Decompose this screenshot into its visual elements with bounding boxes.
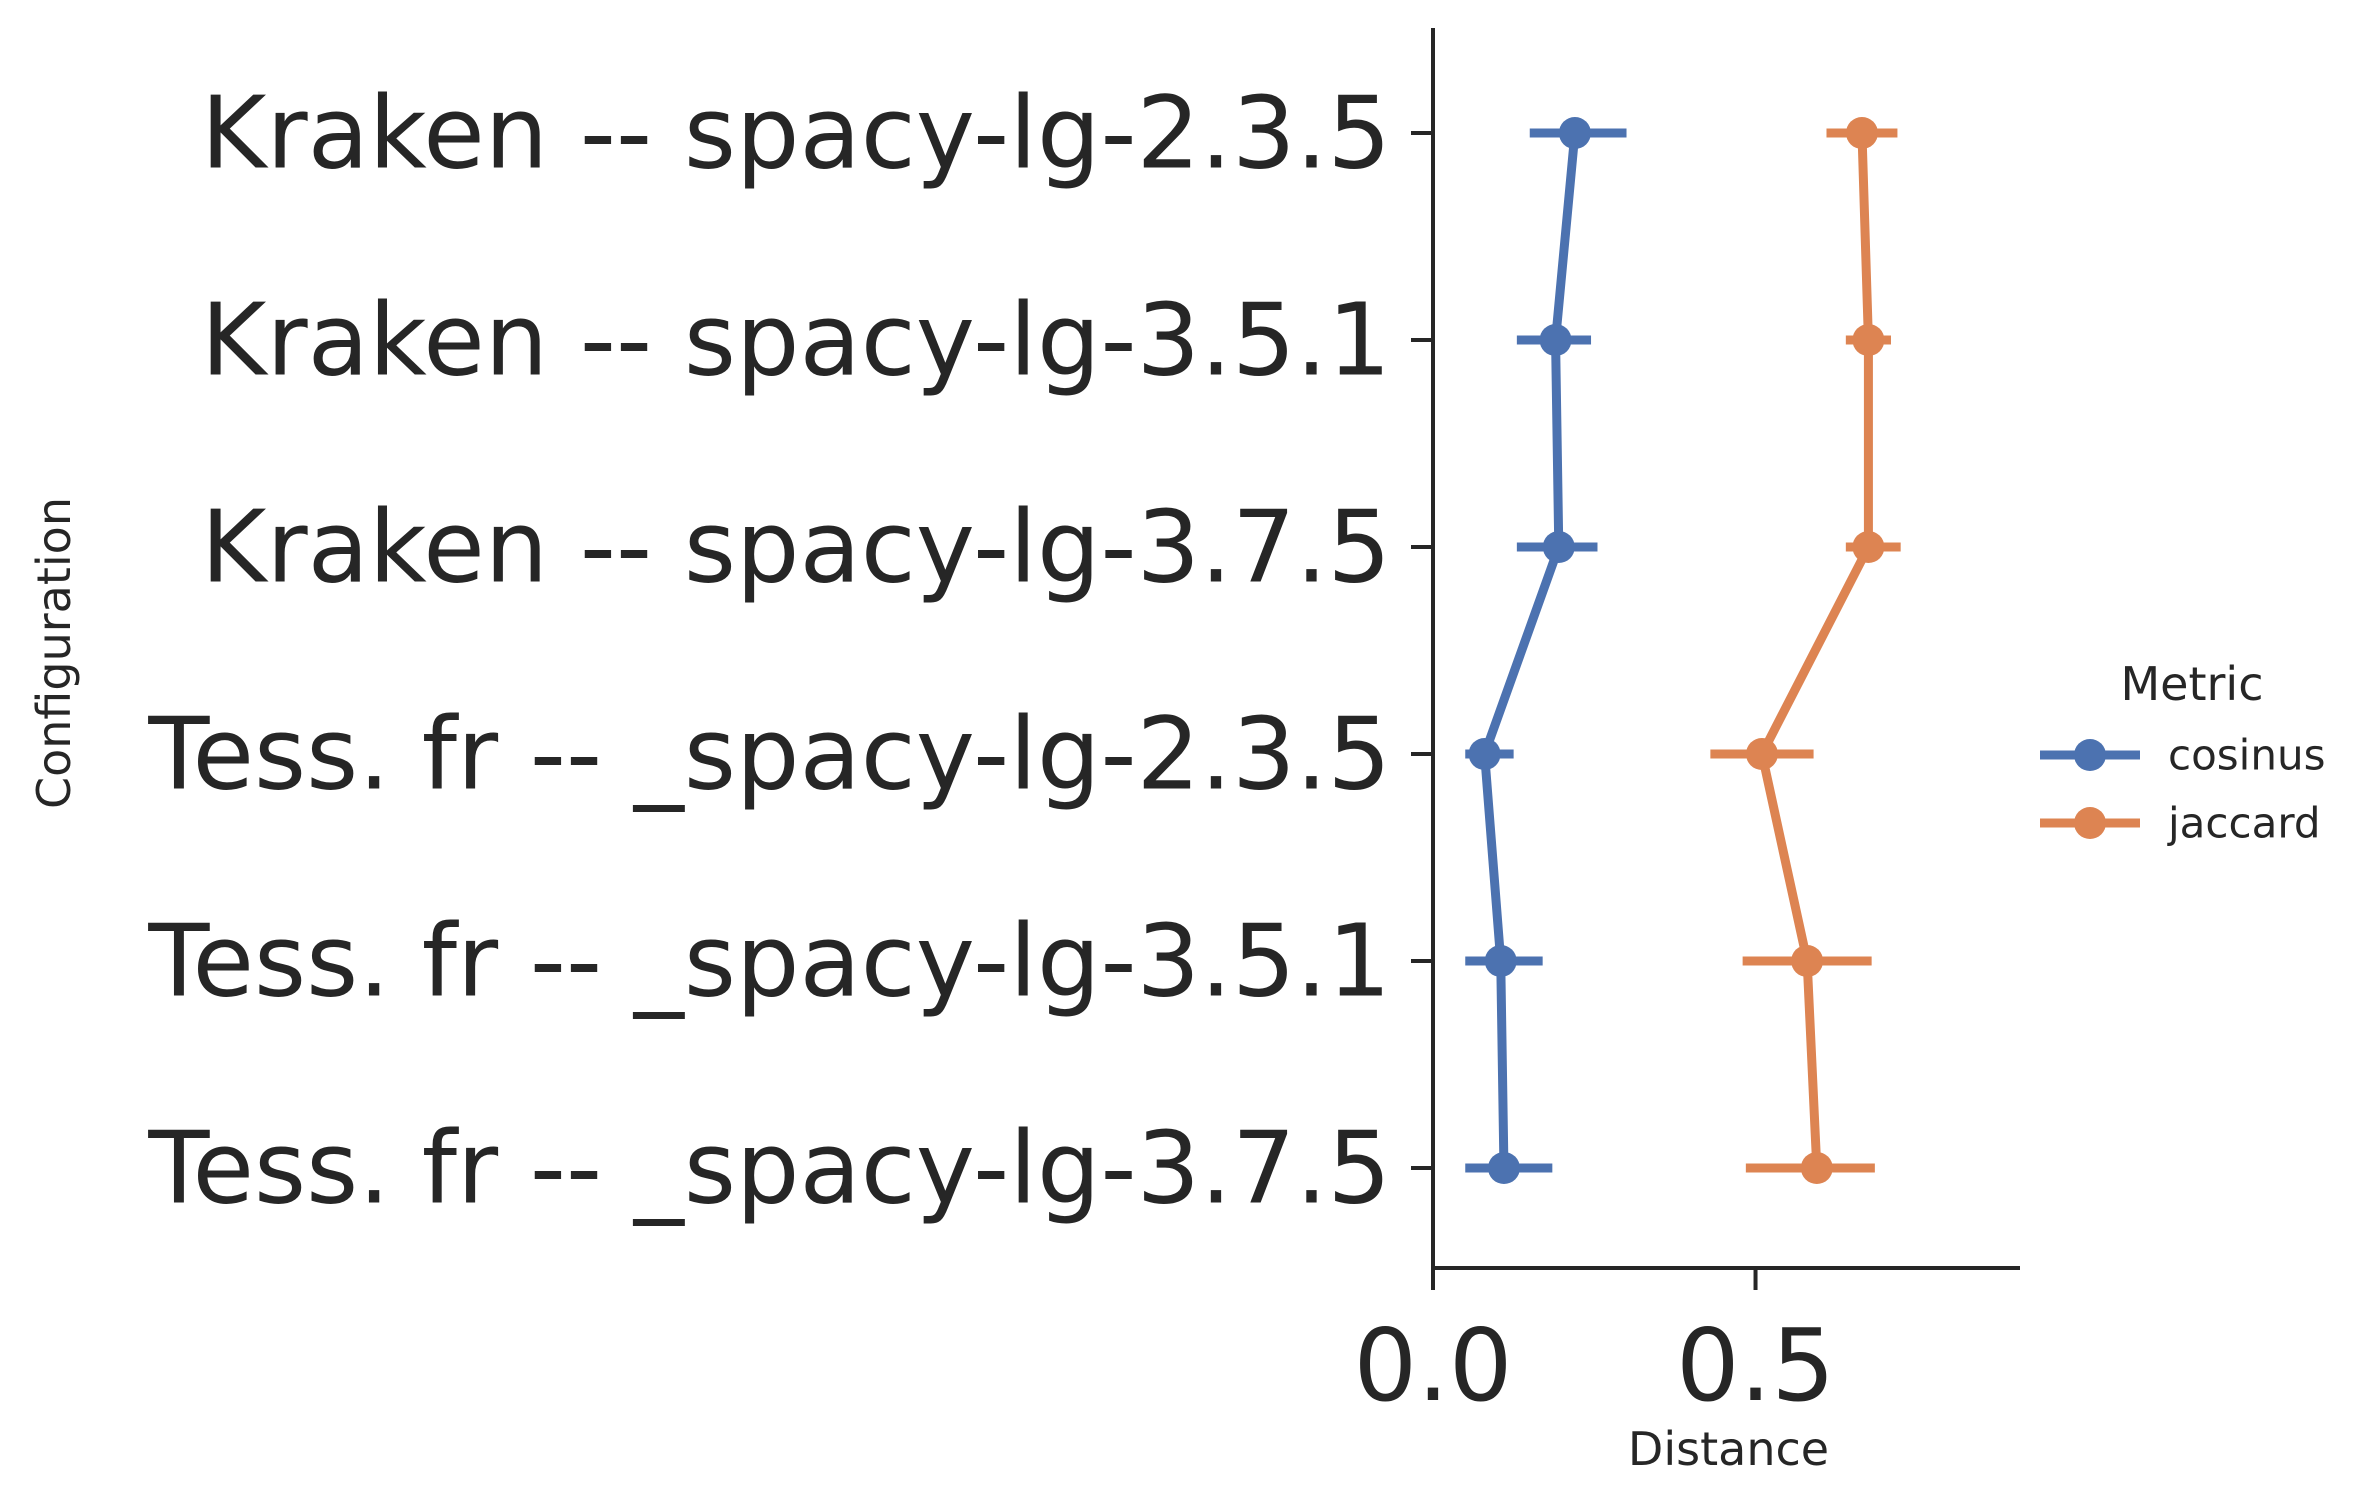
- legend-item-jaccard: jaccard: [2040, 799, 2321, 848]
- data-point-jaccard: [1852, 324, 1885, 356]
- y-tick-label: Kraken -- spacy-lg-2.3.5: [201, 75, 1391, 192]
- legend-swatch-marker: [2074, 739, 2106, 771]
- data-point-cosinus: [1542, 531, 1575, 563]
- y-tick-label: Kraken -- spacy-lg-3.5.1: [201, 282, 1391, 399]
- data-point-jaccard: [1845, 117, 1878, 149]
- data-point-cosinus: [1468, 738, 1501, 770]
- series-line-cosinus: [1480, 132, 1580, 1169]
- data-point-jaccard: [1800, 1152, 1833, 1184]
- data-point-cosinus: [1539, 324, 1572, 356]
- legend-title: Metric: [2120, 657, 2263, 711]
- data-point-cosinus: [1484, 945, 1517, 977]
- y-tick-label: Tess. fr -- _spacy-lg-3.5.1: [147, 903, 1391, 1020]
- series-cosinus: [1465, 117, 1627, 1184]
- y-axis-title: Configuration: [27, 497, 81, 809]
- legend-swatch-marker: [2074, 807, 2106, 839]
- data-point-cosinus: [1558, 117, 1591, 149]
- data-point-cosinus: [1487, 1152, 1520, 1184]
- x-tick-label: 0.0: [1353, 1307, 1512, 1424]
- legend-item-cosinus: cosinus: [2040, 731, 2325, 780]
- y-tick-label: Tess. fr -- _spacy-lg-3.7.5: [147, 1110, 1391, 1227]
- x-tick-label: 0.5: [1676, 1307, 1835, 1424]
- data-point-jaccard: [1745, 738, 1778, 770]
- data-point-jaccard: [1852, 531, 1885, 563]
- legend-label: cosinus: [2168, 731, 2325, 780]
- series-line-jaccard: [1757, 132, 1873, 1169]
- y-tick-label: Kraken -- spacy-lg-3.7.5: [201, 489, 1391, 606]
- x-axis-title: Distance: [1628, 1422, 1829, 1476]
- data-point-jaccard: [1791, 945, 1824, 977]
- y-tick-label: Tess. fr -- _spacy-lg-2.3.5: [147, 696, 1391, 813]
- series-jaccard: [1710, 117, 1901, 1184]
- legend-label: jaccard: [2167, 799, 2321, 848]
